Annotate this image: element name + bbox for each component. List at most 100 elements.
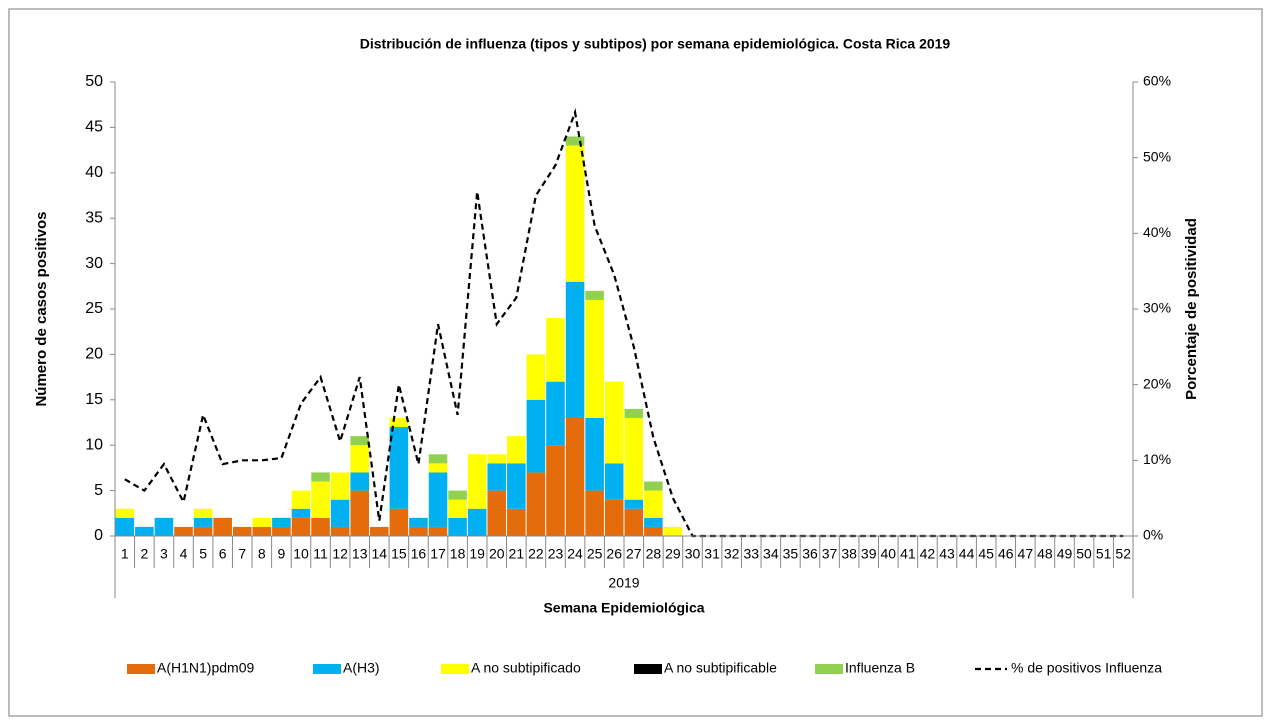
bar-segment: [624, 499, 644, 509]
bar-segment: [526, 472, 546, 536]
bar-segment: [272, 526, 291, 536]
x-axis-title: Semana Epidemiológica: [543, 600, 704, 616]
bar-segment: [526, 399, 546, 473]
x-tick-label: 16: [411, 546, 427, 562]
x-tick-label: 18: [450, 546, 466, 562]
legend-swatch: [815, 664, 843, 674]
y2-tick-label: 40%: [1143, 224, 1171, 240]
bar-segment: [546, 445, 565, 536]
x-group-label: 2019: [608, 575, 639, 591]
bar-segment: [663, 526, 683, 536]
bar-segment: [232, 526, 252, 536]
bar-segment: [174, 526, 193, 536]
x-tick-label: 42: [920, 546, 936, 562]
bar-segment: [644, 481, 663, 491]
x-tick-label: 13: [352, 546, 368, 562]
x-tick-label: 51: [1096, 546, 1112, 562]
bar-segment: [546, 381, 565, 446]
bar-segment: [389, 427, 409, 509]
bar-segment: [487, 490, 507, 536]
x-tick-label: 20: [489, 546, 505, 562]
x-tick-label: 43: [939, 546, 955, 562]
bar-segment: [624, 408, 644, 418]
bar-segment: [448, 517, 467, 536]
x-tick-label: 48: [1037, 546, 1053, 562]
legend-swatch: [441, 664, 469, 674]
frame: [8, 8, 1263, 717]
bar-segment: [389, 417, 409, 428]
legend-swatch: [127, 664, 155, 674]
x-tick-label: 8: [258, 546, 266, 562]
bar-segment: [193, 517, 213, 527]
legend-label: % de positivos Influenza: [1011, 660, 1162, 676]
x-tick-label: 33: [743, 546, 759, 562]
x-tick-label: 5: [199, 546, 207, 562]
bar-segment: [585, 490, 604, 536]
x-tick-label: 26: [606, 546, 622, 562]
x-tick-label: 12: [332, 546, 348, 562]
bar-segment: [624, 417, 644, 500]
x-tick-label: 47: [1018, 546, 1034, 562]
y2-tick-label: 0%: [1143, 527, 1163, 543]
bar-segment: [428, 472, 448, 527]
x-tick-label: 11: [313, 546, 328, 562]
bar-segment: [624, 508, 644, 536]
bar-segment: [448, 490, 467, 500]
x-tick-label: 1: [121, 546, 129, 562]
x-tick-label: 22: [528, 546, 544, 562]
bar-segment: [507, 463, 526, 509]
x-tick-label: 52: [1115, 546, 1131, 562]
bar-segment: [487, 463, 507, 491]
y-tick-label: 25: [85, 300, 103, 317]
legend-label: Influenza B: [845, 660, 915, 676]
bar-segment: [428, 463, 448, 473]
x-tick-label: 7: [238, 546, 246, 562]
bar-segment: [565, 281, 585, 418]
bar-segment: [350, 490, 369, 536]
x-tick-label: 35: [783, 546, 799, 562]
x-tick-label: 46: [998, 546, 1014, 562]
bar-segment: [291, 517, 311, 536]
bar-segment: [467, 508, 487, 536]
x-tick-label: 21: [509, 546, 525, 562]
bar-segment: [330, 499, 350, 527]
bar-segment: [409, 526, 428, 536]
bar-segment: [604, 381, 624, 464]
x-tick-label: 45: [978, 546, 994, 562]
bar-segment: [154, 517, 174, 536]
bar-segment: [604, 463, 624, 500]
y-tick-label: 45: [85, 119, 103, 136]
bar-segment: [644, 526, 663, 536]
bar-segment: [193, 508, 213, 518]
y2-tick-label: 30%: [1143, 300, 1171, 316]
y2-tick-label: 20%: [1143, 375, 1171, 391]
x-tick-label: 23: [548, 546, 564, 562]
chart-title: Distribución de influenza (tipos y subti…: [360, 36, 951, 52]
bar-segment: [585, 290, 604, 300]
x-tick-label: 40: [880, 546, 896, 562]
x-tick-label: 31: [704, 546, 720, 562]
x-tick-label: 6: [219, 546, 227, 562]
y2-tick-label: 60%: [1143, 73, 1171, 89]
x-tick-label: 50: [1076, 546, 1092, 562]
bar-segment: [409, 517, 428, 527]
bar-segment: [291, 508, 311, 518]
y2-axis-title: Porcentaje de positividad: [1183, 218, 1200, 400]
x-tick-label: 2: [140, 546, 148, 562]
bar-segment: [507, 436, 526, 464]
y-tick-label: 30: [85, 255, 103, 272]
y-tick-label: 10: [85, 436, 103, 453]
x-tick-label: 15: [391, 546, 407, 562]
x-tick-label: 27: [626, 546, 642, 562]
y-tick-label: 40: [85, 164, 103, 181]
y-tick-label: 35: [85, 209, 103, 226]
bar-segment: [291, 490, 311, 509]
y-tick-label: 0: [94, 527, 103, 544]
bar-segment: [644, 490, 663, 518]
x-tick-label: 9: [278, 546, 286, 562]
x-tick-label: 38: [841, 546, 857, 562]
y-axis-title: Número de casos positivos: [33, 211, 50, 406]
x-tick-label: 37: [822, 546, 838, 562]
bar-segment: [526, 354, 546, 400]
